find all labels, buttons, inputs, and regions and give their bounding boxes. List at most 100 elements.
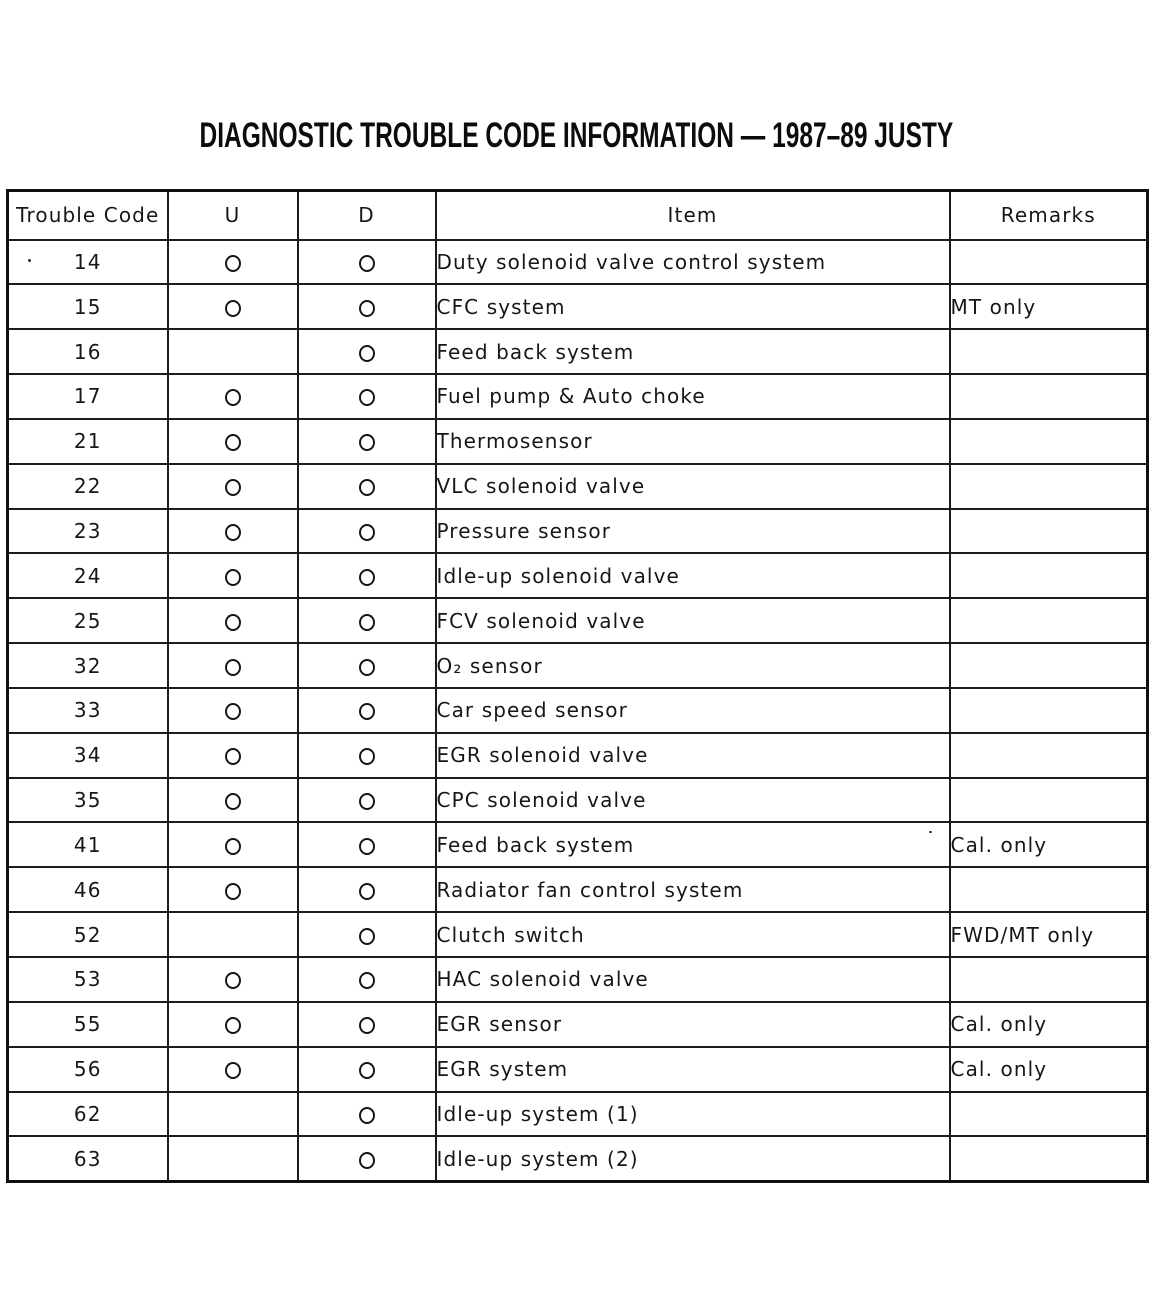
u-mark-cell xyxy=(166,373,299,420)
trouble-code-cell: 23 xyxy=(6,507,169,555)
column-header-u: U xyxy=(166,189,299,241)
d-mark-cell xyxy=(296,866,437,914)
table-row: 21 Thermosensor xyxy=(6,417,1149,465)
d-mark-cell xyxy=(296,597,437,645)
circle-mark-icon xyxy=(224,1017,241,1035)
u-mark-cell xyxy=(166,866,299,914)
circle-mark-icon xyxy=(224,299,241,317)
trouble-code-table: Trouble Code U D Item Remarks 14 Duty so… xyxy=(6,189,1149,1183)
circle-mark-icon xyxy=(358,1151,375,1169)
circle-mark-icon xyxy=(358,568,375,586)
item-cell: Car speed sensor xyxy=(434,686,951,734)
d-mark-cell xyxy=(296,238,437,286)
table-row: 14 Duty solenoid valve control system xyxy=(6,238,1149,286)
circle-mark-icon xyxy=(358,1106,375,1124)
page-title-text: DIAGNOSTIC TROUBLE CODE INFORMATION — 19… xyxy=(199,116,953,155)
remarks-cell xyxy=(948,686,1149,734)
trouble-code-cell: 16 xyxy=(6,328,169,376)
u-mark-cell xyxy=(166,686,299,734)
d-mark-cell xyxy=(296,642,437,689)
u-mark-cell xyxy=(166,597,299,645)
table-row: 22 VLC solenoid valve xyxy=(6,462,1149,510)
item-cell: Duty solenoid valve control system xyxy=(434,238,951,286)
circle-mark-icon xyxy=(224,613,241,631)
circle-mark-icon xyxy=(358,523,375,541)
remarks-cell xyxy=(948,597,1149,645)
trouble-code-cell: 52 xyxy=(6,911,169,958)
circle-mark-icon xyxy=(224,434,241,452)
remarks-cell xyxy=(948,1090,1149,1138)
d-mark-cell xyxy=(296,552,437,600)
remarks-cell xyxy=(948,552,1149,600)
circle-mark-icon xyxy=(358,658,375,676)
item-cell: VLC solenoid valve xyxy=(434,462,951,510)
table-row: 53 HAC solenoid valve xyxy=(6,956,1149,1003)
u-mark-cell xyxy=(166,956,299,1003)
table-row: 24 Idle-up solenoid valve xyxy=(6,552,1149,600)
table-header-row: Trouble Code U D Item Remarks xyxy=(6,189,1149,241)
u-mark-cell xyxy=(166,507,299,555)
u-mark-cell xyxy=(166,462,299,510)
page-title: DIAGNOSTIC TROUBLE CODE INFORMATION — 19… xyxy=(0,118,1152,154)
item-cell: FCV solenoid valve xyxy=(434,597,951,645)
circle-mark-icon xyxy=(224,389,241,407)
remarks-cell: FWD/MT only xyxy=(948,911,1149,958)
table-row: 62 Idle-up system (1) xyxy=(6,1090,1149,1138)
remarks-cell xyxy=(948,373,1149,420)
item-cell: Clutch switch xyxy=(434,911,951,958)
remarks-cell: Cal. only xyxy=(948,1045,1149,1093)
item-cell: CPC solenoid valve xyxy=(434,776,951,824)
trouble-code-cell: 41 xyxy=(6,821,169,869)
d-mark-cell xyxy=(296,1045,437,1093)
d-mark-cell xyxy=(296,462,437,510)
remarks-cell: Cal. only xyxy=(948,1000,1149,1048)
table-row: 46 Radiator fan control system xyxy=(6,866,1149,914)
circle-mark-icon xyxy=(224,523,241,541)
remarks-cell: Cal. only xyxy=(948,821,1149,869)
remarks-cell xyxy=(948,776,1149,824)
circle-mark-icon xyxy=(224,658,241,676)
d-mark-cell xyxy=(296,956,437,1003)
trouble-code-cell: 34 xyxy=(6,731,169,779)
item-cell: EGR system xyxy=(434,1045,951,1093)
item-cell: Pressure sensor xyxy=(434,507,951,555)
circle-mark-icon xyxy=(224,882,241,900)
circle-mark-icon xyxy=(358,344,375,362)
table-row: 32 O₂ sensor xyxy=(6,642,1149,689)
circle-mark-icon xyxy=(224,972,241,990)
u-mark-cell xyxy=(166,776,299,824)
remarks-cell xyxy=(948,417,1149,465)
table-row: 56 EGR system Cal. only xyxy=(6,1045,1149,1093)
circle-mark-icon xyxy=(358,1062,375,1080)
circle-mark-icon xyxy=(358,793,375,811)
remarks-cell xyxy=(948,642,1149,689)
table-row: 55 EGR sensor Cal. only xyxy=(6,1000,1149,1048)
remarks-cell xyxy=(948,238,1149,286)
table-row: 41 Feed back system Cal. only xyxy=(6,821,1149,869)
d-mark-cell xyxy=(296,1090,437,1138)
item-cell: Idle-up solenoid valve xyxy=(434,552,951,600)
trouble-code-cell: 53 xyxy=(6,956,169,1003)
u-mark-cell xyxy=(166,821,299,869)
remarks-cell xyxy=(948,328,1149,376)
d-mark-cell xyxy=(296,373,437,420)
d-mark-cell xyxy=(296,328,437,376)
column-header-item: Item xyxy=(434,189,951,241)
circle-mark-icon xyxy=(224,1062,241,1080)
u-mark-cell xyxy=(166,283,299,331)
table-body: 14 Duty solenoid valve control system 15… xyxy=(6,238,1149,1183)
circle-mark-icon xyxy=(358,837,375,855)
item-cell: Thermosensor xyxy=(434,417,951,465)
circle-mark-icon xyxy=(358,434,375,452)
item-cell: EGR solenoid valve xyxy=(434,731,951,779)
trouble-code-cell: 25 xyxy=(6,597,169,645)
d-mark-cell xyxy=(296,417,437,465)
table-row: 16 Feed back system xyxy=(6,328,1149,376)
circle-mark-icon xyxy=(358,479,375,497)
circle-mark-icon xyxy=(224,568,241,586)
remarks-cell xyxy=(948,866,1149,914)
d-mark-cell xyxy=(296,821,437,869)
table-row: 52 Clutch switch FWD/MT only xyxy=(6,911,1149,958)
trouble-code-cell: 63 xyxy=(6,1135,169,1183)
